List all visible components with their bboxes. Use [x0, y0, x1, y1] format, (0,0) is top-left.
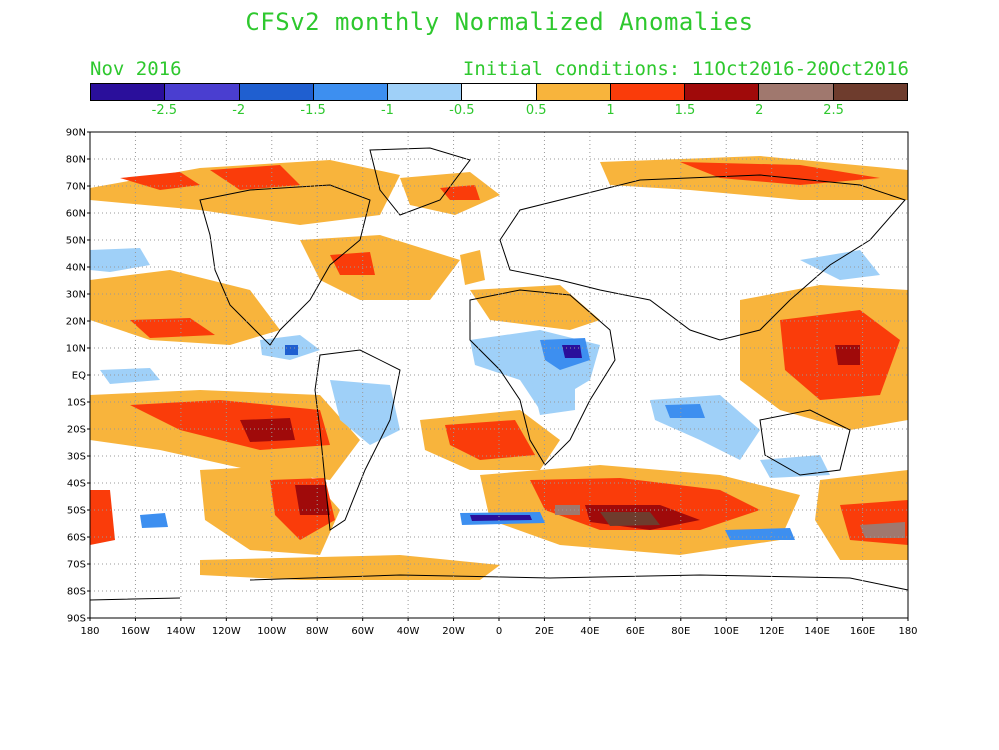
color-scale-bar [90, 83, 908, 101]
latitude-label: 50S [67, 506, 86, 517]
color-scale-label: 0.5 [525, 103, 547, 118]
color-scale-label: -2 [232, 103, 246, 118]
longitude-label: 100W [257, 626, 286, 637]
map-grid [90, 132, 908, 618]
color-scale-label: 2.5 [823, 103, 844, 118]
color-scale-label: -1.5 [300, 103, 326, 118]
forecast-month: Nov 2016 [90, 58, 182, 80]
longitude-label: 140W [166, 626, 195, 637]
longitude-label: 160E [850, 626, 875, 637]
latitude-label: 50N [66, 236, 86, 247]
color-swatch-1 [165, 84, 240, 100]
latitude-label: 70N [66, 182, 86, 193]
latitude-label: 40N [66, 263, 86, 274]
color-swatch-9 [759, 84, 834, 100]
latitude-label: EQ [72, 371, 86, 382]
longitude-label: 40E [580, 626, 599, 637]
figure-title: CFSv2 monthly Normalized Anomalies [245, 8, 754, 36]
latitude-label: 30S [67, 452, 86, 463]
color-scale-label: 1 [606, 103, 615, 118]
color-swatch-4 [388, 84, 463, 100]
color-scale-label: -2.5 [151, 103, 178, 118]
longitude-label: 80E [671, 626, 690, 637]
color-scale-label: 2 [755, 103, 764, 118]
longitude-label: 180 [80, 626, 99, 637]
color-swatch-7 [610, 84, 686, 100]
latitude-label: 70S [67, 560, 86, 571]
longitude-label: 120E [759, 626, 784, 637]
color-scale-labels: -2.5 -2 -1.5 -1 -0.5 0.5 1 1.5 2 2.5 [90, 103, 908, 119]
longitude-label: 120W [212, 626, 241, 637]
color-swatch-0 [91, 84, 166, 100]
latitude-label: 10N [66, 344, 86, 355]
initial-conditions: Initial conditions: 11Oct2016-20Oct2016 [462, 58, 909, 80]
longitude-label: 0 [496, 626, 502, 637]
latitude-label: 20N [66, 317, 86, 328]
longitude-label: 60W [351, 626, 374, 637]
latitude-label: 60S [67, 533, 86, 544]
latitude-label: 30N [66, 290, 86, 301]
continent-outlines [89, 147, 909, 601]
longitude-label: 100E [714, 626, 739, 637]
latitude-label: 20S [67, 425, 86, 436]
longitude-labels: 180 160W 140W 120W 100W 80W 60W 40W 20W 0 20E 40E 60… [80, 618, 918, 637]
latitude-label: 90S [67, 614, 86, 625]
color-swatch-6 [536, 84, 611, 100]
longitude-label: 180 [898, 626, 917, 637]
longitude-label: 160W [121, 626, 150, 637]
latitude-label: 10S [67, 398, 86, 409]
latitude-label: 60N [66, 209, 86, 220]
color-swatch-8 [685, 84, 760, 100]
longitude-label: 60E [626, 626, 645, 637]
latitude-label: 80N [66, 155, 86, 166]
color-scale-label: -0.5 [449, 103, 475, 118]
color-swatch-2 [239, 84, 314, 100]
latitude-label: 80S [67, 587, 86, 598]
longitude-label: 20W [442, 626, 465, 637]
color-swatch-3 [313, 84, 389, 100]
color-scale-label: -1 [380, 103, 394, 118]
longitude-label: 80W [306, 626, 329, 637]
longitude-label: 20E [535, 626, 554, 637]
color-swatch-10 [833, 84, 907, 100]
longitude-label: 140E [804, 626, 829, 637]
color-scale-label: 1.5 [674, 103, 696, 118]
latitude-label: 40S [67, 479, 86, 490]
longitude-label: 40W [397, 626, 420, 637]
color-swatch-5 [462, 84, 537, 100]
latitude-label: 90N [66, 128, 86, 139]
latitude-labels: 90N 80N 70N 60N 50N 40N 30N 20N 10N EQ 10S 20S 30S 40… [66, 128, 90, 625]
